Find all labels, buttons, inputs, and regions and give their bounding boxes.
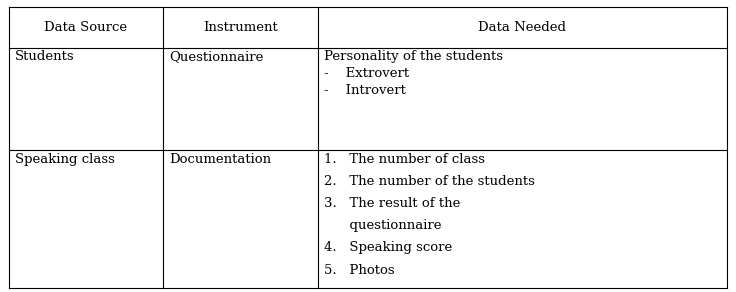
Text: 4.   Speaking score: 4. Speaking score bbox=[324, 241, 452, 254]
Text: 3.   The result of the: 3. The result of the bbox=[324, 197, 460, 210]
Text: Instrument: Instrument bbox=[203, 21, 278, 34]
Text: Documentation: Documentation bbox=[169, 153, 272, 166]
Text: -    Introvert: - Introvert bbox=[324, 84, 406, 97]
Text: Data Source: Data Source bbox=[44, 21, 127, 34]
Text: 1.   The number of class: 1. The number of class bbox=[324, 153, 484, 166]
Text: Personality of the students: Personality of the students bbox=[324, 50, 503, 63]
Text: 2.   The number of the students: 2. The number of the students bbox=[324, 175, 534, 188]
Text: -    Extrovert: - Extrovert bbox=[324, 67, 408, 80]
Text: questionnaire: questionnaire bbox=[324, 219, 441, 232]
Text: 5.   Photos: 5. Photos bbox=[324, 264, 394, 277]
Text: Data Needed: Data Needed bbox=[478, 21, 567, 34]
Text: Questionnaire: Questionnaire bbox=[169, 50, 263, 63]
Text: Students: Students bbox=[15, 50, 74, 63]
Text: Speaking class: Speaking class bbox=[15, 153, 115, 166]
